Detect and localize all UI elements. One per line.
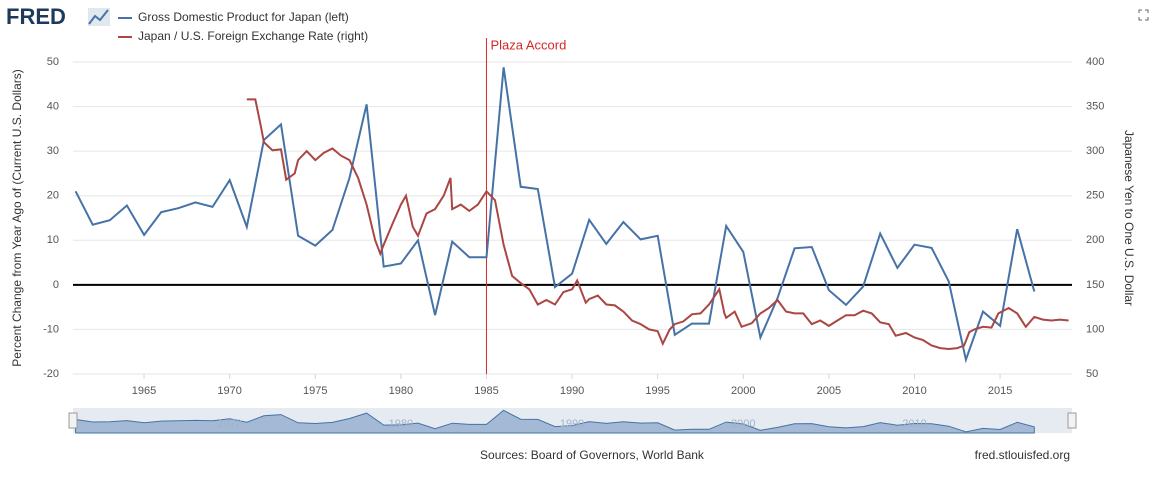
navigator-tick-label: 1980	[389, 418, 413, 430]
x-tick-label: 1980	[389, 385, 413, 397]
navigator-tick-label: 1990	[560, 418, 584, 430]
y2-tick-label: 300	[1086, 145, 1104, 157]
y2-tick-label: 100	[1086, 323, 1104, 335]
y2-tick-label: 400	[1086, 56, 1104, 68]
navigator-handle[interactable]	[1067, 412, 1077, 429]
navigator-handle[interactable]	[68, 412, 78, 429]
y2-tick-label: 350	[1086, 100, 1104, 112]
y-tick-label: 20	[47, 190, 59, 202]
x-tick-label: 1975	[303, 385, 327, 397]
navigator-series	[75, 409, 1035, 434]
x-tick-label: 1990	[560, 385, 584, 397]
x-tick-label: 2005	[817, 385, 841, 397]
y2-axis-label: Japanese Yen to One U.S. Dollar	[1122, 130, 1136, 306]
site-url[interactable]: fred.stlouisfed.org	[975, 448, 1070, 462]
y-tick-label: 10	[47, 234, 59, 246]
y-tick-label: -10	[43, 323, 59, 335]
navigator-tick-label: 2010	[902, 418, 926, 430]
series-line	[74, 67, 1036, 364]
x-tick-label: 1965	[132, 385, 156, 397]
legend-label: Gross Domestic Product for Japan (left)	[138, 10, 349, 24]
series-line	[246, 98, 1069, 351]
x-tick-label: 2000	[731, 385, 755, 397]
x-tick-label: 2010	[902, 385, 926, 397]
x-tick-label: 1995	[645, 385, 669, 397]
x-tick-label: 1970	[217, 385, 241, 397]
legend-label: Japan / U.S. Foreign Exchange Rate (righ…	[138, 29, 368, 43]
annotation-label: Plaza Accord	[490, 37, 566, 52]
x-tick-label: 2015	[988, 385, 1012, 397]
source: Sources: Board of Governors, World Bank	[480, 448, 705, 462]
y2-tick-label: 50	[1086, 368, 1098, 380]
y-tick-label: 0	[53, 279, 59, 291]
y-axis-label: Percent Change from Year Ago of (Current…	[10, 69, 24, 366]
navigator-tick-label: 2000	[731, 418, 755, 430]
logo-icon	[88, 8, 110, 26]
y-tick-label: 40	[47, 100, 59, 112]
y2-tick-label: 250	[1086, 190, 1104, 202]
y2-tick-label: 150	[1086, 279, 1104, 291]
navigator-tick-label: 1970	[217, 418, 241, 430]
y-tick-label: 50	[47, 56, 59, 68]
y2-tick-label: 200	[1086, 234, 1104, 246]
x-tick-label: 1985	[474, 385, 498, 397]
y-tick-label: 30	[47, 145, 59, 157]
fullscreen-icon[interactable]	[1138, 9, 1149, 21]
y-tick-label: -20	[43, 368, 59, 380]
logo: FRED	[6, 4, 66, 29]
